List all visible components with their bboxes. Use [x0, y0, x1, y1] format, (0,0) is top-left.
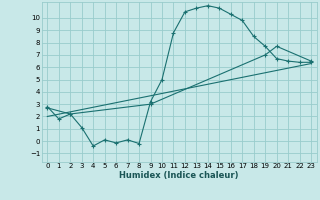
X-axis label: Humidex (Indice chaleur): Humidex (Indice chaleur): [119, 171, 239, 180]
